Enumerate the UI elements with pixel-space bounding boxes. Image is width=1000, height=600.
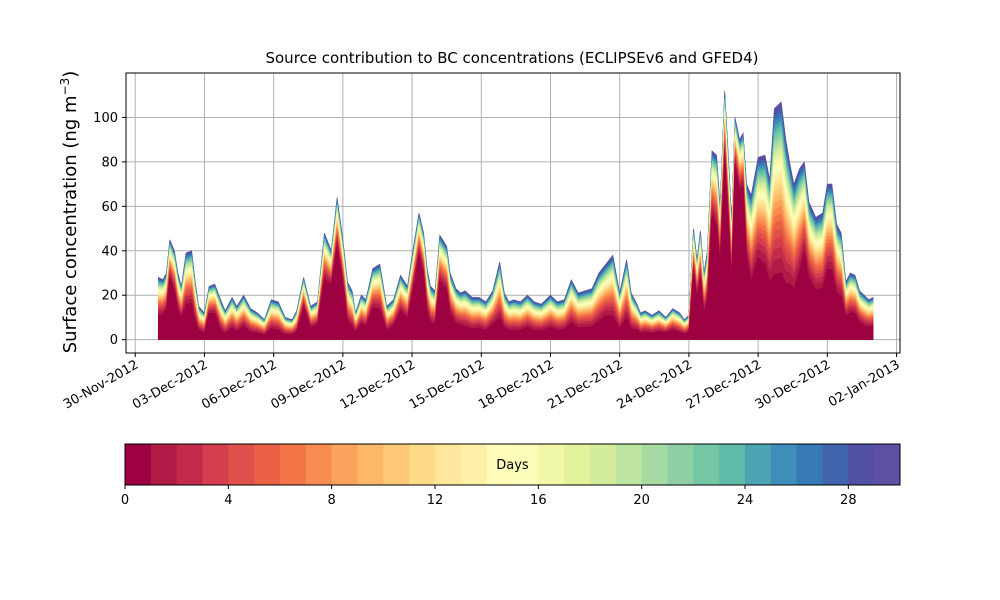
colorbar-tick-label: 16	[530, 493, 547, 508]
colorbar: Days 0 4 8 12 16 20 24 28	[121, 444, 901, 508]
colorbar-cell-20	[642, 444, 668, 485]
colorbar-tick-label: 0	[121, 493, 129, 508]
colorbar-tick-label: 8	[328, 493, 336, 508]
colorbar-cell-11	[409, 444, 435, 485]
colorbar-cell-8	[332, 444, 358, 485]
colorbar-cell-26	[797, 444, 823, 485]
colorbar-cell-22	[693, 444, 719, 485]
x-tick-label: 30-Nov-2012	[61, 357, 141, 412]
x-tick-label: 06-Dec-2012	[199, 357, 279, 412]
colorbar-cell-28	[848, 444, 874, 485]
x-tick-label: 18-Dec-2012	[476, 357, 556, 412]
colorbar-tick-label: 20	[633, 493, 650, 508]
y-tick-label: 20	[101, 289, 118, 304]
colorbar-cell-13	[461, 444, 487, 485]
colorbar-cell-1	[151, 444, 177, 485]
colorbar-cell-29	[874, 444, 900, 485]
colorbar-cell-6	[280, 444, 306, 485]
chart-figure: Source contribution to BC concentrations…	[0, 0, 1000, 600]
y-tick-label: 60	[101, 200, 118, 215]
colorbar-tick-label: 24	[737, 493, 754, 508]
colorbar-tick-label: 4	[224, 493, 232, 508]
chart-title: Source contribution to BC concentrations…	[265, 49, 758, 67]
y-tick-label: 100	[93, 111, 118, 126]
colorbar-cell-24	[745, 444, 771, 485]
colorbar-cell-21	[668, 444, 694, 485]
colorbar-cell-10	[383, 444, 409, 485]
colorbar-cell-19	[616, 444, 642, 485]
x-tick-label: 12-Dec-2012	[338, 357, 418, 412]
colorbar-cell-17	[564, 444, 590, 485]
colorbar-cell-9	[358, 444, 384, 485]
colorbar-cell-7	[306, 444, 332, 485]
colorbar-cell-18	[590, 444, 616, 485]
colorbar-cell-12	[435, 444, 461, 485]
colorbar-cell-2	[177, 444, 203, 485]
y-tick-label: 80	[101, 155, 118, 170]
y-axis-label-exponent: −3	[58, 78, 72, 96]
y-tick-label: 40	[101, 244, 118, 259]
colorbar-cell-23	[719, 444, 745, 485]
x-tick-label: 09-Dec-2012	[268, 357, 348, 412]
y-tick-label: 0	[110, 333, 118, 348]
y-axis-label-main: Surface concentration (ng m	[60, 95, 81, 353]
colorbar-tick-label: 12	[427, 493, 444, 508]
colorbar-cell-25	[771, 444, 797, 485]
colorbar-label: Days	[496, 458, 529, 473]
x-tick-label: 30-Dec-2012	[753, 357, 833, 412]
colorbar-cell-27	[823, 444, 849, 485]
x-tick-label: 21-Dec-2012	[545, 357, 625, 412]
x-tick-label: 27-Dec-2012	[684, 357, 764, 412]
stacked-area-bands	[158, 91, 873, 340]
x-tick-label: 02-Jan-2013	[826, 357, 903, 410]
x-tick-label: 03-Dec-2012	[130, 357, 210, 412]
colorbar-tick-label: 28	[840, 493, 857, 508]
colorbar-cell-4	[228, 444, 254, 485]
colorbar-cell-0	[125, 444, 151, 485]
colorbar-cell-3	[203, 444, 229, 485]
colorbar-cell-5	[254, 444, 280, 485]
x-tick-label: 24-Dec-2012	[615, 357, 695, 412]
plot-area: 0 20 40 60 80 100 30-Nov-201203-Dec-201206-Dec…	[61, 73, 903, 413]
y-axis-label: Surface concentration (ng m−3)	[58, 71, 81, 354]
x-tick-label: 15-Dec-2012	[407, 357, 487, 412]
colorbar-cell-16	[538, 444, 564, 485]
y-axis-label-close: )	[60, 71, 81, 78]
